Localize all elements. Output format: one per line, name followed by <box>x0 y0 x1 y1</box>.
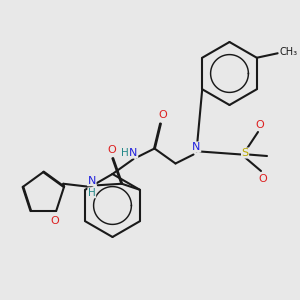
Text: O: O <box>255 119 264 130</box>
Text: O: O <box>50 216 59 226</box>
Text: S: S <box>242 148 249 158</box>
Text: H: H <box>88 188 96 198</box>
Text: O: O <box>258 173 267 184</box>
Text: N: N <box>192 142 201 152</box>
Text: H: H <box>121 148 128 158</box>
Text: N: N <box>129 148 138 158</box>
Text: N: N <box>88 176 96 186</box>
Text: CH₃: CH₃ <box>279 47 297 57</box>
Text: O: O <box>158 110 167 120</box>
Text: O: O <box>107 145 116 155</box>
